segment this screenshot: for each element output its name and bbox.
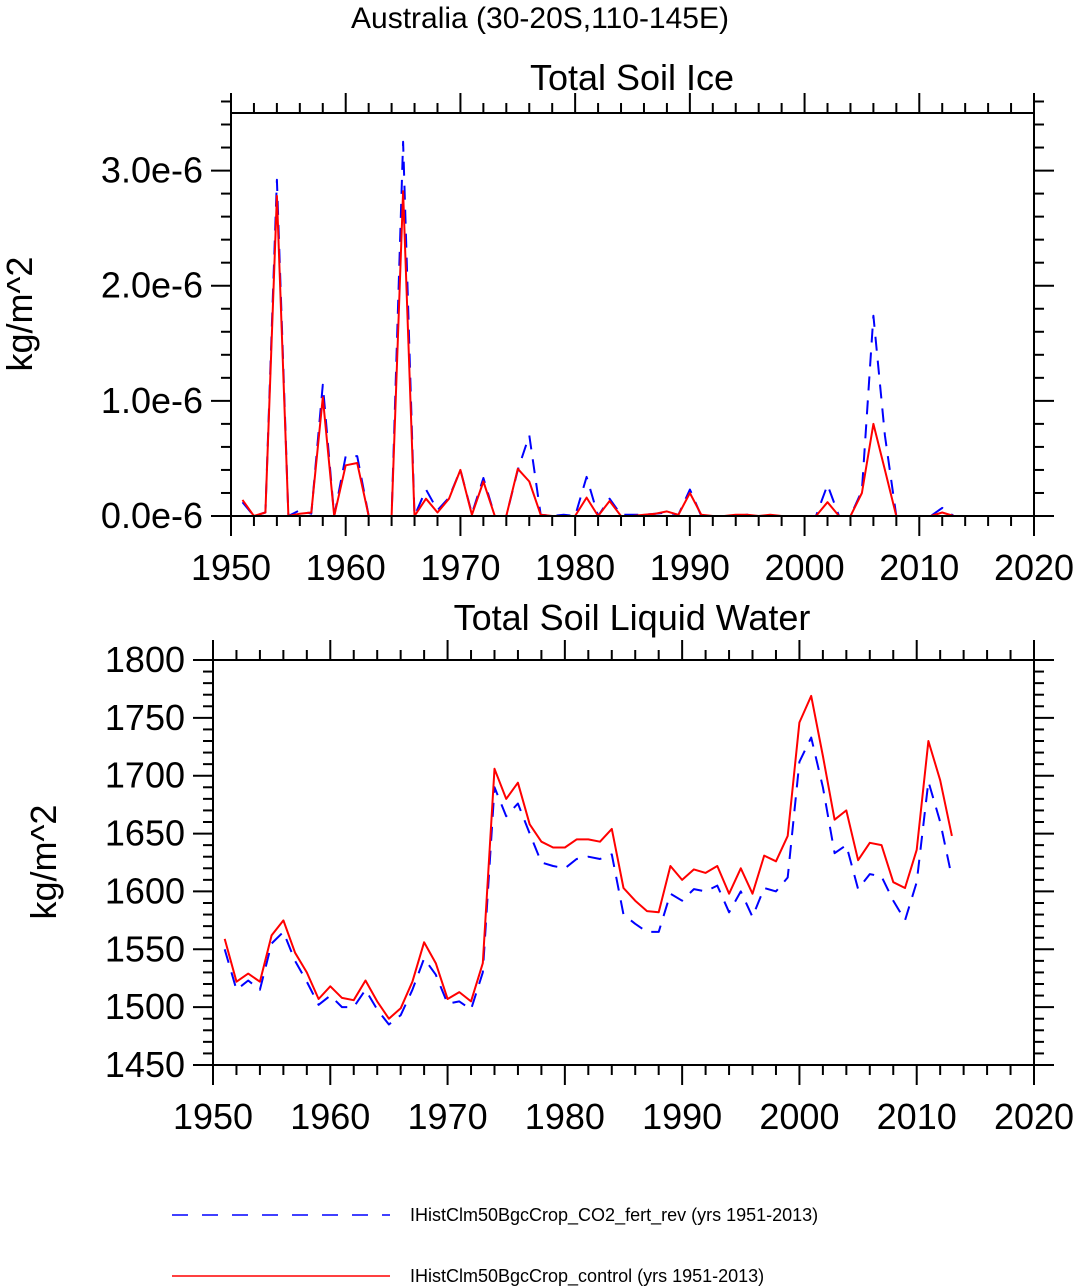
soil-ice-x-tick-label: 2010 [879,547,959,588]
soil-liquid-water-y-tick-label: 1650 [105,813,185,854]
soil-ice-x-tick-label: 1980 [535,547,615,588]
soil-liquid-water-x-tick-label: 1970 [408,1096,488,1137]
soil-liquid-water-y-tick-label: 1500 [105,986,185,1027]
soil-liquid-water-y-tick-label: 1550 [105,928,185,969]
soil-liquid-water-plot-frame [212,659,1035,1066]
soil-liquid-water-x-tick-label: 1960 [290,1096,370,1137]
soil-ice-x-tick-label: 1960 [306,547,386,588]
soil-liquid-water-x-tick-label: 2020 [994,1096,1074,1137]
soil-ice-x-tick-label: 2000 [765,547,845,588]
soil-liquid-water-series-co2-fert-rev-line [223,736,953,1026]
soil-ice-panel: Total Soil Ice kg/m^2 1950 1960 1970 1980 19… [0,57,1074,588]
soil-liquid-water-panel: Total Soil Liquid Water kg/m^2 1950 1960 1… [23,597,1074,1137]
soil-ice-y-tick-label: 3.0e-6 [101,150,203,191]
soil-liquid-water-x-tick-label: 2010 [877,1096,957,1137]
legend-label-co2-fert-rev: IHistClm50BgcCrop_CO2_fert_rev (yrs 1951… [410,1205,818,1226]
soil-ice-title: Total Soil Ice [530,57,734,98]
soil-liquid-water-x-tick-label: 1950 [173,1096,253,1137]
legend: IHistClm50BgcCrop_CO2_fert_rev (yrs 1951… [172,1205,818,1287]
soil-liquid-water-y-tick-label: 1800 [105,639,185,680]
legend-label-control: IHistClm50BgcCrop_control (yrs 1951-2013… [410,1266,764,1287]
soil-liquid-water-x-tick-label: 1990 [642,1096,722,1137]
figure-supertitle: Australia (30-20S,110-145E) [351,2,729,35]
soil-liquid-water-y-tick-label: 1600 [105,870,185,911]
soil-liquid-water-series-control-line [223,694,953,1020]
soil-liquid-water-y-tick-label: 1450 [105,1044,185,1085]
soil-ice-x-tick-label: 2020 [994,547,1074,588]
soil-ice-series-co2-fert-rev-line [241,140,955,517]
soil-ice-plot-frame [230,112,1035,517]
soil-liquid-water-x-tick-label: 1980 [525,1096,605,1137]
soil-liquid-water-y-tick-label: 1750 [105,697,185,738]
soil-liquid-water-title: Total Soil Liquid Water [454,597,811,638]
soil-ice-y-tick-label: 1.0e-6 [101,380,203,421]
soil-ice-series-control-line [241,190,954,517]
soil-ice-x-tick-label: 1970 [420,547,500,588]
soil-ice-x-tick-label: 1990 [650,547,730,588]
soil-liquid-water-x-tick-label: 2000 [759,1096,839,1137]
soil-ice-y-tick-label: 0.0e-6 [101,495,203,536]
soil-ice-y-axis-label: kg/m^2 [0,257,40,372]
soil-liquid-water-y-axis-label: kg/m^2 [23,805,64,920]
soil-ice-x-tick-label: 1950 [191,547,271,588]
soil-liquid-water-y-tick-label: 1700 [105,755,185,796]
soil-ice-y-tick-label: 2.0e-6 [101,265,203,306]
